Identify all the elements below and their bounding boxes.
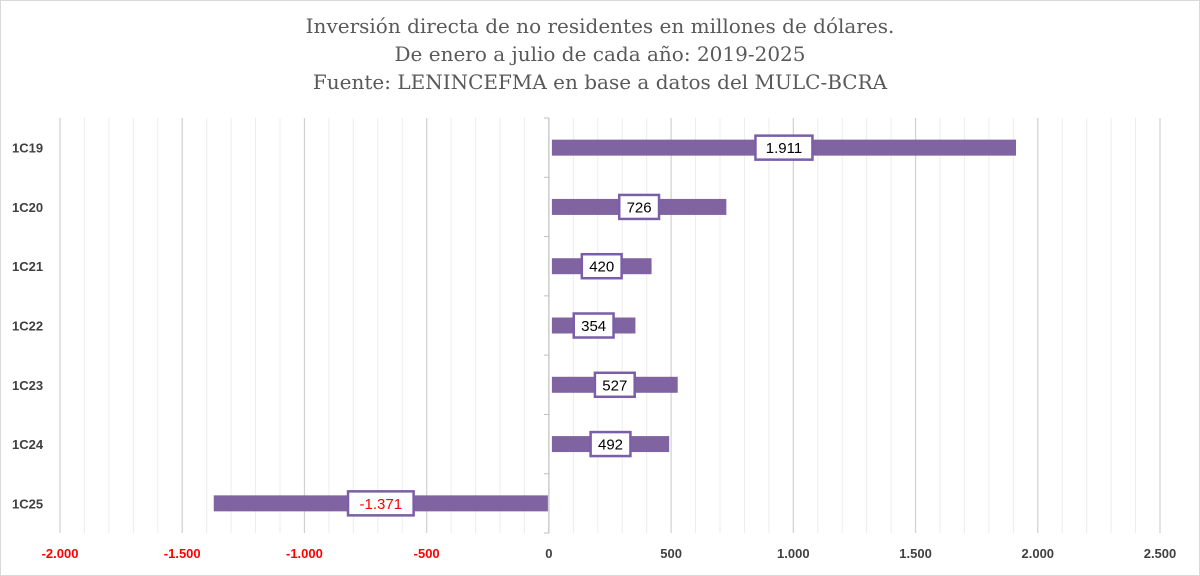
category-label: 1C21 <box>12 259 43 274</box>
chart-title-line-3: Fuente: LENINCEFMA en base a datos del M… <box>312 70 888 94</box>
category-label: 1C20 <box>12 200 43 215</box>
data-label-box <box>572 312 615 339</box>
x-tick-label: 1.500 <box>899 546 932 561</box>
data-label: -1.371 <box>360 496 403 513</box>
category-label: 1C19 <box>12 141 43 156</box>
data-label: 527 <box>602 377 627 394</box>
x-tick-label: -1.000 <box>286 546 323 561</box>
data-label: 726 <box>627 199 652 216</box>
x-tick-label: 500 <box>660 546 682 561</box>
data-label-box <box>754 134 814 161</box>
x-tick-label: 2.000 <box>1022 546 1055 561</box>
category-label: 1C25 <box>12 496 43 511</box>
data-label-box <box>346 490 415 517</box>
data-label-box <box>589 430 632 458</box>
x-tick-label: -500 <box>414 546 440 561</box>
category-label: 1C22 <box>12 319 43 334</box>
x-tick-label: 0 <box>545 546 552 561</box>
data-label-box <box>580 252 623 280</box>
x-tick-label: 2.500 <box>1144 546 1177 561</box>
x-tick-label: 1.000 <box>777 546 810 561</box>
data-label-box <box>617 193 661 221</box>
chart-title: Inversión directa de no residentes en mi… <box>0 12 1200 96</box>
data-label-box <box>593 371 636 399</box>
chart-title-line-1: Inversión directa de no residentes en mi… <box>305 14 895 38</box>
data-label: 354 <box>581 318 606 335</box>
category-label: 1C23 <box>12 378 43 393</box>
data-label: 1.911 <box>766 140 802 157</box>
data-label: 492 <box>598 437 623 454</box>
category-label: 1C24 <box>12 437 44 452</box>
chart-title-line-2: De enero a julio de cada año: 2019-2025 <box>394 42 806 66</box>
x-tick-label: -2.000 <box>42 546 79 561</box>
data-label: 420 <box>589 259 614 276</box>
x-tick-label: -1.500 <box>164 546 201 561</box>
